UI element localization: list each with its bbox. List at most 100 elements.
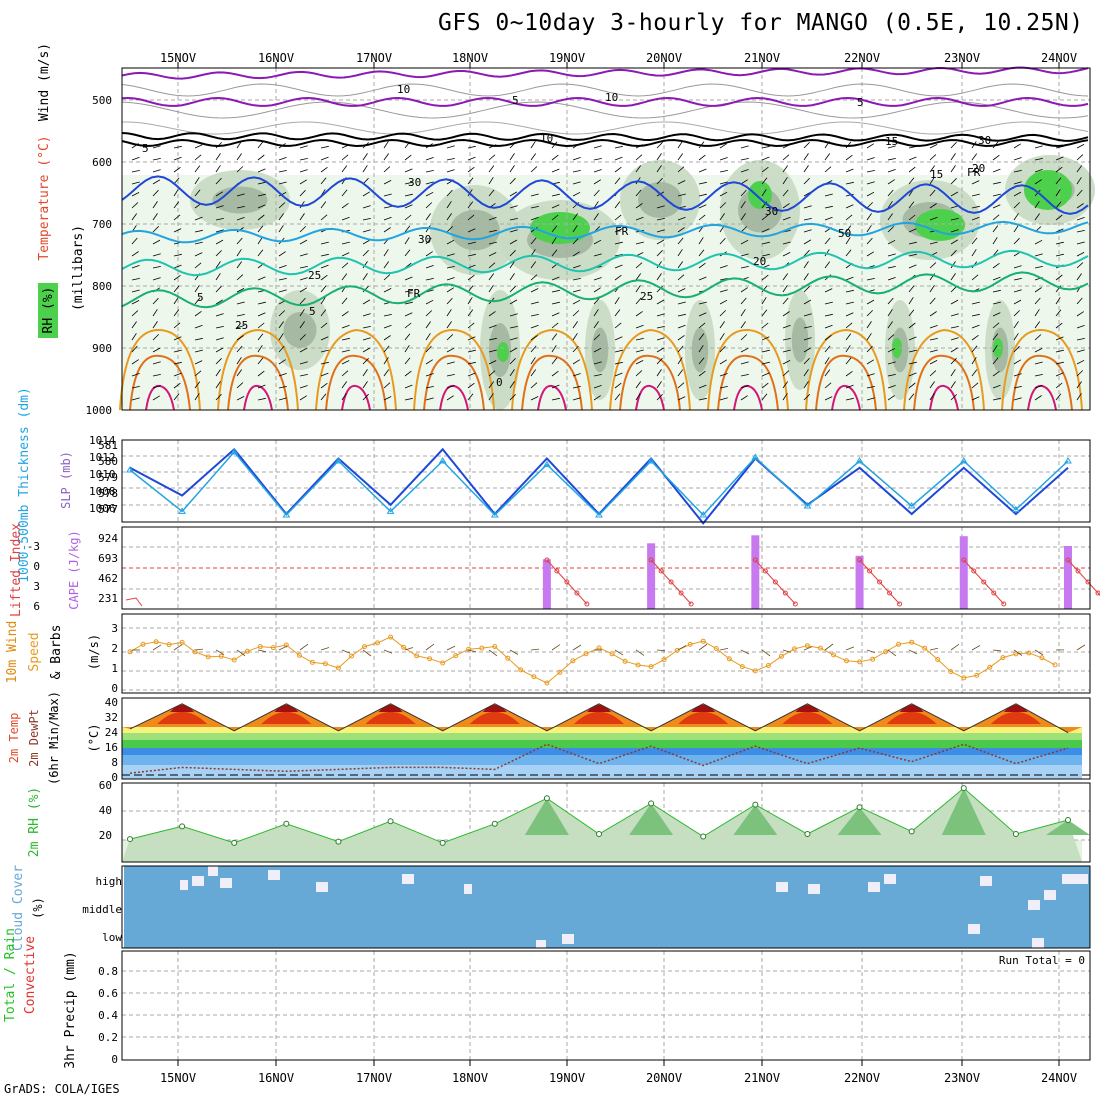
- wind-barb: [446, 334, 454, 341]
- wind-barb: [824, 166, 832, 173]
- wind-barb: [719, 333, 725, 341]
- wind-speed-marker: [778, 653, 784, 659]
- wind-barb: [887, 374, 896, 377]
- rh-shade-high: [748, 181, 772, 209]
- wind-barb: [950, 313, 959, 317]
- wind-barb: [215, 313, 224, 317]
- wind-barb: [362, 153, 368, 161]
- isotherm-30: [913, 354, 975, 411]
- wind-barb: [152, 145, 161, 149]
- wind-barb: [992, 312, 1001, 317]
- wind-barb: [446, 201, 452, 209]
- wind-barb: [698, 154, 706, 161]
- wind-speed-marker: [987, 664, 993, 670]
- rh-marker: [231, 839, 238, 846]
- wind-barb: [362, 285, 369, 293]
- wind-barb: [698, 301, 707, 305]
- surface-wind-barb: [803, 646, 813, 651]
- wind-barb: [803, 273, 809, 281]
- wind-barb: [950, 381, 956, 389]
- wind-barb: [446, 385, 455, 389]
- wind-barb: [362, 273, 368, 281]
- wind-barb: [131, 156, 140, 161]
- wind-barb: [740, 395, 748, 401]
- wind-barb: [1055, 309, 1062, 317]
- wind-speed-marker: [739, 664, 745, 670]
- wind-barb: [236, 288, 245, 293]
- isotherm-20: [121, 271, 1089, 309]
- contour-label: 10: [397, 83, 410, 96]
- rh-marker: [908, 828, 915, 835]
- wind-barb: [236, 396, 245, 401]
- wind-barb: [278, 310, 286, 317]
- wind-barb: [656, 229, 665, 233]
- wind-barb: [971, 369, 978, 377]
- wind-barb: [383, 166, 391, 173]
- lifted-index-marker: [762, 568, 768, 574]
- wind-barb: [614, 393, 621, 401]
- surface-wind-barb: [698, 643, 708, 651]
- wind-barb: [593, 347, 602, 353]
- wind-speed-marker: [687, 641, 693, 647]
- wind-barb: [299, 266, 308, 269]
- isotherm-25: [413, 328, 495, 411]
- temp-line: [129, 703, 1069, 734]
- wind-barb: [215, 191, 224, 197]
- surface-wind-barb: [446, 645, 456, 651]
- wind-barb: [362, 229, 371, 233]
- isotherm-25: [707, 328, 789, 411]
- wind-barb: [887, 239, 896, 245]
- wind-barb: [1034, 201, 1040, 209]
- wind-barb: [824, 396, 833, 401]
- wind-speed-marker: [257, 644, 263, 650]
- wind-barb: [152, 321, 158, 329]
- lifted-index-marker: [782, 590, 788, 596]
- wind-barb: [761, 214, 769, 221]
- wind-barb: [341, 241, 350, 245]
- contour-label: 20: [972, 162, 985, 175]
- wind-barb: [383, 382, 391, 389]
- wind-barb: [215, 285, 222, 293]
- wind-barb: [425, 170, 434, 173]
- wind-barb: [383, 345, 390, 353]
- wind-barb: [929, 262, 937, 269]
- wind-barb: [446, 297, 453, 305]
- wind-barb: [803, 218, 812, 221]
- surface-wind-barb: [299, 643, 309, 651]
- wind-barb: [1013, 397, 1022, 401]
- wind-barb: [257, 237, 263, 245]
- surface-wind-barb: [572, 644, 582, 651]
- wind-barb: [299, 395, 308, 401]
- contour-label: FR: [407, 287, 421, 300]
- wind-speed-marker: [648, 664, 654, 670]
- wind-barb: [488, 273, 495, 281]
- chart-title: GFS 0~10day 3-hourly for MANGO (0.5E, 10…: [438, 10, 1084, 36]
- wind-barb: [362, 337, 371, 341]
- rh-peak: [629, 803, 674, 835]
- cape-bar: [542, 559, 551, 609]
- wind-barb: [803, 381, 809, 389]
- wind-barb: [404, 214, 412, 221]
- wind-barb: [404, 370, 412, 377]
- wind-barb: [1076, 338, 1085, 341]
- slp-tick: 1006: [89, 502, 116, 515]
- surface-wind-barb: [530, 648, 540, 651]
- wind-barb: [845, 181, 854, 185]
- wind-barb: [131, 170, 140, 173]
- isotherm-freezing: [121, 138, 1089, 148]
- wind-barb: [614, 349, 623, 353]
- wind-barb: [635, 324, 644, 329]
- wind-barb: [341, 393, 347, 401]
- wind-barb: [908, 297, 914, 305]
- cape-bar: [959, 536, 968, 609]
- wind-barb: [761, 309, 768, 317]
- wind-barb: [1076, 177, 1082, 185]
- wind-barb: [782, 297, 789, 305]
- wind-barb: [299, 309, 305, 317]
- wind-speed-marker: [661, 657, 667, 663]
- wind-barb: [803, 239, 812, 245]
- rh-marker: [596, 830, 602, 837]
- wind-barb: [614, 264, 623, 269]
- surface-wind-barb: [215, 649, 225, 655]
- wind-barb: [1076, 189, 1083, 197]
